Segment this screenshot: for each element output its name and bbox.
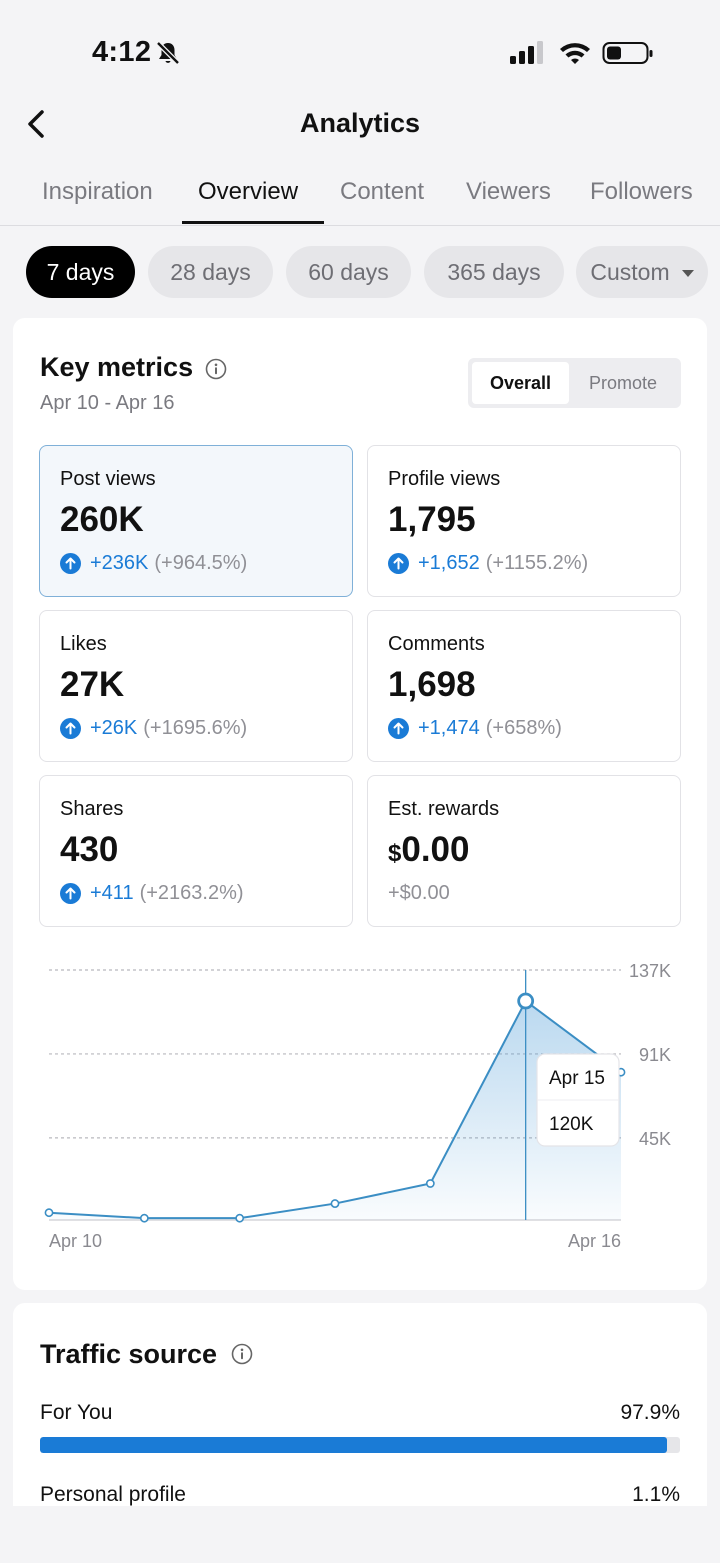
y-tick-label: 137K: [629, 961, 671, 981]
traffic-row-value: 1.1%: [632, 1483, 680, 1506]
status-bar: 4:12: [0, 0, 720, 100]
delta-absolute: +26K: [90, 717, 138, 739]
battery-icon: [602, 42, 653, 64]
metric-card-likes[interactable]: Likes 27K +26K (+1695.6%): [39, 610, 353, 762]
metric-label: Post views: [60, 468, 156, 490]
metric-label: Likes: [60, 633, 107, 655]
delta-absolute: +1,474: [418, 717, 480, 739]
period-chip-7-days[interactable]: 7 days: [26, 246, 135, 298]
data-point: [517, 992, 535, 1010]
metric-label: Profile views: [388, 468, 501, 490]
metric-value: 1,795: [388, 500, 476, 539]
data-point: [235, 1213, 245, 1223]
metric-label: Shares: [60, 798, 124, 820]
metric-value: 260K: [60, 500, 144, 539]
traffic-source-card: Traffic source For You 97.9% Personal pr…: [13, 1303, 707, 1533]
delta-percent: (+964.5%): [154, 552, 248, 574]
metric-card-comments[interactable]: Comments 1,698 +1,474 (+658%): [367, 610, 681, 762]
x-tick-label: Apr 10: [49, 1231, 102, 1251]
overall-toggle-button[interactable]: Overall: [472, 362, 569, 404]
traffic-row-value: 97.9%: [620, 1401, 680, 1424]
rewards-amount: 0.00: [401, 830, 470, 869]
metric-delta: +236K (+964.5%): [60, 552, 247, 575]
currency-symbol: $: [388, 840, 402, 867]
traffic-source-title: Traffic source: [40, 1339, 218, 1369]
bottom-fade: [0, 1506, 720, 1563]
tab-followers[interactable]: Followers: [590, 178, 693, 205]
traffic-progress-fill: [40, 1437, 667, 1453]
back-arrow-icon[interactable]: [22, 106, 52, 142]
y-tick-label: 45K: [639, 1129, 671, 1149]
analytics-tabs: Inspiration Overview Content Viewers Fol…: [0, 166, 720, 226]
arrow-up-circle-icon: [60, 883, 81, 904]
chevron-down-icon: [681, 270, 694, 278]
metric-label: Est. rewards: [388, 798, 500, 820]
traffic-row-label: Personal profile: [40, 1483, 186, 1506]
custom-label: Custom: [590, 259, 670, 285]
info-icon[interactable]: [231, 1343, 253, 1365]
arrow-up-circle-icon: [60, 718, 81, 739]
delta-percent: (+1695.6%): [143, 717, 248, 739]
data-point: [330, 1199, 340, 1208]
metric-value: $0.00: [388, 830, 469, 870]
tooltip-date: Apr 15: [549, 1068, 605, 1089]
key-metrics-title: Key metrics: [40, 352, 194, 382]
delta-absolute: +236K: [90, 552, 149, 574]
post-views-chart[interactable]: 137K 91K 45K Apr 10 Apr 16 Apr 15 120K: [13, 958, 707, 1258]
overall-promote-toggle: Overall Promote: [468, 358, 681, 408]
data-point: [425, 1179, 435, 1188]
tab-inspiration[interactable]: Inspiration: [42, 178, 153, 205]
arrow-up-circle-icon: [388, 553, 409, 574]
date-range: Apr 10 - Apr 16: [40, 392, 175, 414]
period-selector: 7 days 28 days 60 days 365 days Custom: [0, 245, 720, 301]
data-point: [139, 1213, 149, 1223]
tab-viewers[interactable]: Viewers: [466, 178, 551, 205]
key-metrics-card: Key metrics Apr 10 - Apr 16 Overall Prom…: [13, 318, 707, 1290]
metric-delta: +1,652 (+1155.2%): [388, 552, 588, 575]
metric-delta: +$0.00: [388, 882, 450, 905]
info-icon[interactable]: [205, 358, 227, 380]
y-tick-label: 91K: [639, 1045, 671, 1065]
data-point: [44, 1208, 54, 1218]
metric-value: 1,698: [388, 665, 476, 704]
metric-delta: +1,474 (+658%): [388, 717, 562, 740]
nav-bar: Analytics: [0, 100, 720, 154]
metric-label: Comments: [388, 633, 485, 655]
metric-card-est-rewards[interactable]: Est. rewards $0.00 +$0.00: [367, 775, 681, 927]
metric-card-post-views[interactable]: Post views 260K +236K (+964.5%): [39, 445, 353, 597]
arrow-up-circle-icon: [388, 718, 409, 739]
delta-absolute: +411: [90, 882, 134, 904]
period-chip-28-days[interactable]: 28 days: [148, 246, 273, 298]
delta-percent: (+658%): [485, 717, 562, 739]
arrow-up-circle-icon: [60, 553, 81, 574]
metric-value: 27K: [60, 665, 125, 704]
delta-percent: (+1155.2%): [485, 552, 589, 574]
period-chip-custom[interactable]: Custom: [576, 246, 708, 298]
x-tick-label: Apr 16: [568, 1231, 621, 1251]
wifi-icon: [560, 43, 590, 64]
metric-delta: +26K (+1695.6%): [60, 717, 247, 740]
tooltip-value: 120K: [549, 1114, 594, 1135]
status-time: 4:12: [92, 36, 152, 68]
active-tab-indicator: [182, 221, 324, 224]
cellular-signal-icon: [510, 41, 543, 64]
page-title: Analytics: [299, 108, 421, 138]
traffic-progress-bar: [40, 1437, 680, 1453]
traffic-row-label: For You: [40, 1401, 113, 1424]
tab-overview[interactable]: Overview: [198, 178, 299, 205]
series-area: [49, 1001, 621, 1220]
promote-toggle-button[interactable]: Promote: [588, 373, 658, 393]
period-chip-365-days[interactable]: 365 days: [424, 246, 564, 298]
tab-content[interactable]: Content: [340, 178, 425, 205]
metric-delta: +411 (+2163.2%): [60, 882, 244, 905]
delta-absolute: +1,652: [418, 552, 480, 574]
metric-card-shares[interactable]: Shares 430 +411 (+2163.2%): [39, 775, 353, 927]
bell-muted-icon: [156, 41, 180, 65]
metric-card-profile-views[interactable]: Profile views 1,795 +1,652 (+1155.2%): [367, 445, 681, 597]
metric-value: 430: [60, 830, 119, 869]
delta-absolute: +$0.00: [388, 882, 450, 904]
period-chip-60-days[interactable]: 60 days: [286, 246, 411, 298]
delta-percent: (+2163.2%): [139, 882, 244, 904]
